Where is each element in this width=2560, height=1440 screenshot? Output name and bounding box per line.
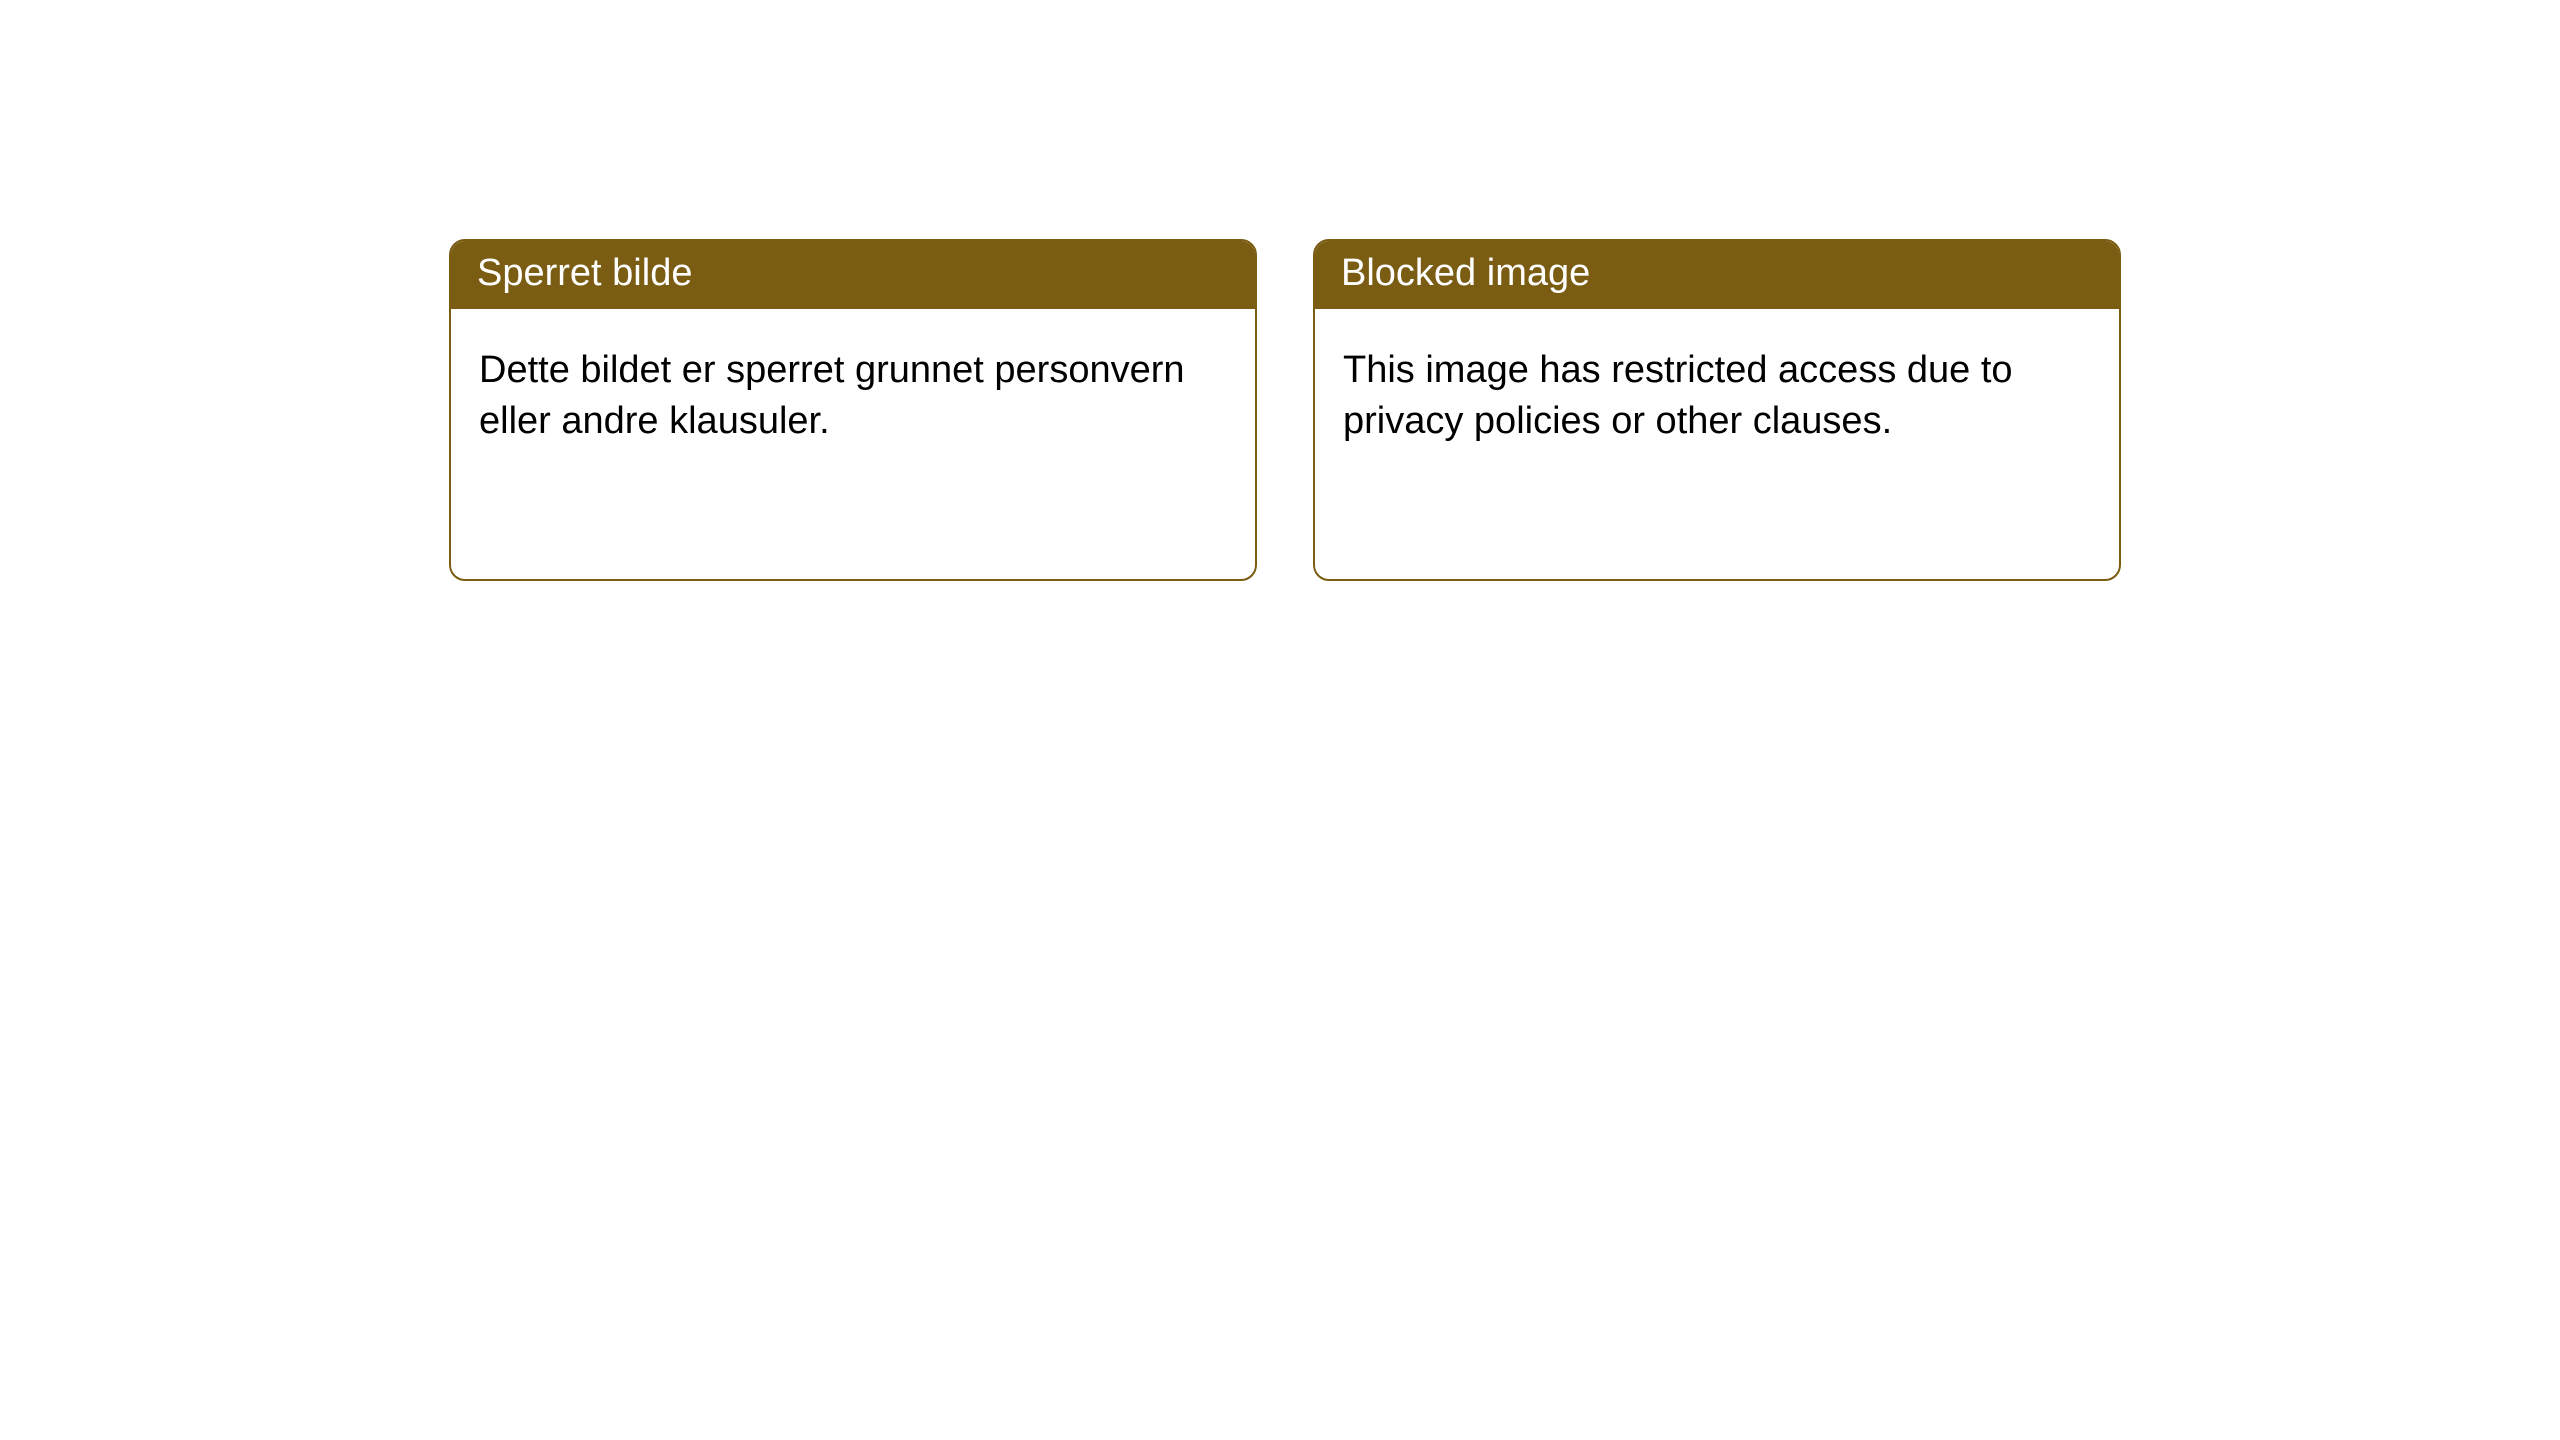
notice-card-en: Blocked image This image has restricted … (1313, 239, 2121, 581)
notice-body-en: This image has restricted access due to … (1315, 309, 2119, 579)
notice-body-no: Dette bildet er sperret grunnet personve… (451, 309, 1255, 579)
blocked-image-notices: Sperret bilde Dette bildet er sperret gr… (449, 239, 2121, 581)
notice-title-en: Blocked image (1315, 241, 2119, 309)
notice-card-no: Sperret bilde Dette bildet er sperret gr… (449, 239, 1257, 581)
notice-title-no: Sperret bilde (451, 241, 1255, 309)
